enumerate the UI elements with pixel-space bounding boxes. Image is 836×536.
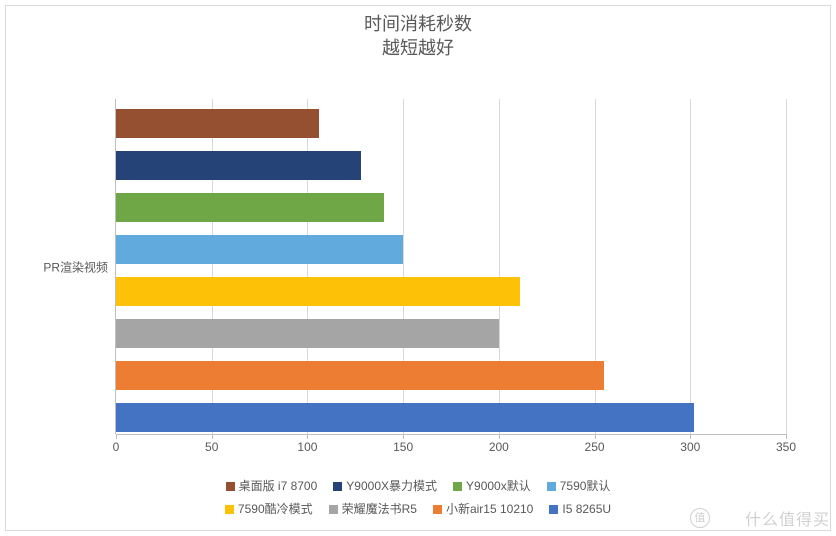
legend-label: 小新air15 10210 — [446, 502, 533, 516]
x-tick-mark — [116, 434, 117, 439]
x-tick-mark — [690, 434, 691, 439]
chart-container: 时间消耗秒数 越短越好 PR渲染视频 050100150200250300350… — [5, 5, 831, 531]
x-tick-label: 100 — [297, 440, 317, 454]
legend-item: 桌面版 i7 8700 — [226, 474, 318, 497]
x-tick-mark — [595, 434, 596, 439]
y-category-label: PR渲染视频 — [43, 258, 108, 275]
bar-7 — [116, 403, 694, 432]
x-tick-mark — [307, 434, 308, 439]
legend-label: I5 8265U — [562, 502, 611, 516]
legend-item: 小新air15 10210 — [433, 497, 533, 520]
bar-3 — [116, 235, 403, 264]
legend-item: Y9000X暴力模式 — [333, 474, 437, 497]
title-line-1: 时间消耗秒数 — [6, 12, 830, 36]
bar-4 — [116, 277, 520, 306]
bar-5 — [116, 319, 499, 348]
x-axis-line — [116, 434, 786, 435]
x-tick-mark — [786, 434, 787, 439]
x-tick-mark — [212, 434, 213, 439]
title-line-2: 越短越好 — [6, 36, 830, 60]
x-tick-label: 300 — [680, 440, 700, 454]
bar-1 — [116, 151, 361, 180]
legend-label: Y9000x默认 — [466, 479, 531, 493]
legend-label: 7590默认 — [560, 479, 611, 493]
legend-swatch — [547, 482, 556, 491]
x-tick-label: 200 — [489, 440, 509, 454]
legend-label: Y9000X暴力模式 — [346, 479, 437, 493]
x-tick-label: 150 — [393, 440, 413, 454]
legend-label: 7590酷冷模式 — [238, 502, 313, 516]
legend-row: 7590酷冷模式 荣耀魔法书R5 小新air15 10210 I5 8265U — [6, 497, 830, 520]
bar-0 — [116, 109, 319, 138]
plot-area: PR渲染视频 050100150200250300350 — [116, 99, 786, 434]
legend: 桌面版 i7 8700 Y9000X暴力模式 Y9000x默认 7590默认 7590酷… — [6, 474, 830, 520]
legend-item: 7590默认 — [547, 474, 611, 497]
legend-item: 荣耀魔法书R5 — [329, 497, 417, 520]
legend-item: 7590酷冷模式 — [225, 497, 313, 520]
x-tick-label: 250 — [585, 440, 605, 454]
legend-swatch — [549, 505, 558, 514]
legend-swatch — [225, 505, 234, 514]
legend-item: I5 8265U — [549, 497, 611, 520]
bar-6 — [116, 361, 604, 390]
legend-row: 桌面版 i7 8700 Y9000X暴力模式 Y9000x默认 7590默认 — [6, 474, 830, 497]
x-tick-label: 0 — [113, 440, 120, 454]
legend-swatch — [333, 482, 342, 491]
gridline — [786, 99, 787, 434]
legend-label: 桌面版 i7 8700 — [239, 479, 318, 493]
chart-title: 时间消耗秒数 越短越好 — [6, 6, 830, 60]
legend-label: 荣耀魔法书R5 — [342, 502, 417, 516]
gridline — [690, 99, 691, 434]
x-tick-mark — [499, 434, 500, 439]
legend-swatch — [453, 482, 462, 491]
legend-swatch — [226, 482, 235, 491]
legend-swatch — [433, 505, 442, 514]
bar-2 — [116, 193, 384, 222]
legend-item: Y9000x默认 — [453, 474, 531, 497]
x-tick-label: 50 — [205, 440, 218, 454]
x-tick-mark — [403, 434, 404, 439]
x-tick-label: 350 — [776, 440, 796, 454]
legend-swatch — [329, 505, 338, 514]
